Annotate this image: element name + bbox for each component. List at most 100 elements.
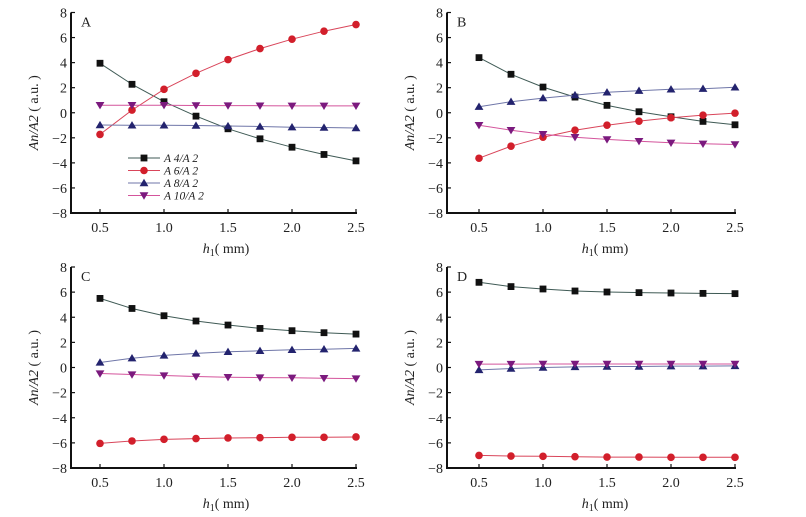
data-point <box>224 321 232 329</box>
x-tick-label: 1.5 <box>598 221 616 236</box>
y-tick-label: −4 <box>52 412 67 427</box>
series-a4-a2 <box>96 59 360 165</box>
y-tick-label: 0 <box>436 107 443 122</box>
x-tick-label: 0.5 <box>91 476 109 491</box>
y-tick-label: −4 <box>428 412 443 427</box>
data-point <box>192 434 200 443</box>
data-point <box>475 278 483 286</box>
x-tick-label: 1.5 <box>219 221 237 236</box>
legend-marker <box>140 154 148 162</box>
data-point <box>288 35 296 43</box>
data-point <box>731 290 739 298</box>
data-point <box>224 434 232 442</box>
data-point <box>506 360 516 369</box>
data-point <box>507 142 515 151</box>
series-a8-a2 <box>95 344 361 366</box>
data-point <box>191 349 201 357</box>
data-point <box>96 130 104 139</box>
data-point <box>191 121 201 129</box>
data-point <box>159 121 169 129</box>
x-tick-label: 1.0 <box>534 476 552 491</box>
data-point <box>223 373 233 382</box>
x-tick-label: 1.5 <box>598 476 616 491</box>
y-tick-label: 8 <box>436 7 443 22</box>
data-point <box>287 122 297 131</box>
data-point <box>351 344 361 352</box>
data-point <box>96 439 104 448</box>
data-point <box>352 433 360 441</box>
y-axis-label: An/A2 ( a.u. ) <box>27 330 42 406</box>
data-point <box>602 88 612 96</box>
legend-entry: A 6/A 2 <box>128 166 198 178</box>
y-tick-label: −2 <box>52 387 67 402</box>
data-point <box>506 97 516 105</box>
panel-d: 8 6 4 2 0 −2 −4 −6 −8 0.5 1.0 1.5 2.0 2.5 h1( mm) An/A2… <box>403 261 744 514</box>
data-point <box>191 102 201 110</box>
y-tick-label: 4 <box>60 57 67 72</box>
data-point <box>634 137 644 146</box>
data-point <box>287 374 297 383</box>
data-point <box>320 151 328 158</box>
data-point <box>127 121 137 129</box>
data-point <box>731 453 739 462</box>
data-point <box>699 117 707 125</box>
data-point <box>667 289 675 297</box>
y-tick-label: 6 <box>60 286 67 301</box>
series-a6-a2 <box>96 433 360 448</box>
data-point <box>667 453 675 462</box>
y-tick-label: 2 <box>60 336 67 351</box>
data-point <box>127 371 137 379</box>
data-point <box>634 360 644 369</box>
y-tick-label: −8 <box>428 207 443 222</box>
x-tick-label: 2.5 <box>347 476 365 491</box>
data-point <box>731 121 739 129</box>
data-point <box>191 373 201 381</box>
data-point <box>602 136 612 144</box>
x-axis-label: h1( mm) <box>582 242 629 259</box>
data-point <box>256 433 264 442</box>
data-point <box>127 102 137 110</box>
data-point <box>223 102 233 110</box>
data-point <box>666 139 676 148</box>
y-tick-label: 4 <box>436 57 443 72</box>
legend: A 4/A 2A 6/A 2A 8/A 2A 10/A 2 <box>128 153 204 203</box>
x-axis-label-main: h <box>582 242 589 257</box>
data-point <box>256 44 264 53</box>
data-point <box>475 451 483 460</box>
data-point <box>474 102 484 110</box>
data-point <box>635 108 643 116</box>
data-point <box>319 374 329 383</box>
legend-label: A 8/A 2 <box>163 178 198 190</box>
data-point <box>571 452 579 461</box>
series-line <box>99 62 357 162</box>
y-tick-label: 0 <box>436 362 443 377</box>
y-axis-label-main: An/A2 <box>403 370 418 406</box>
y-tick-label: 8 <box>60 261 67 276</box>
data-point <box>507 283 515 290</box>
series-a8-a2 <box>474 83 740 110</box>
legend-entry: A 8/A 2 <box>128 178 198 190</box>
data-point <box>602 360 612 369</box>
data-point <box>538 360 548 369</box>
data-point <box>474 365 484 374</box>
y-tick-label: −4 <box>52 157 67 172</box>
y-tick-label: 2 <box>436 336 443 351</box>
series-a8-a2 <box>95 120 361 132</box>
data-point <box>288 433 296 442</box>
data-point <box>160 85 168 94</box>
data-point <box>538 130 548 139</box>
data-point <box>635 289 643 297</box>
legend-marker <box>139 178 149 187</box>
data-point <box>319 344 329 353</box>
data-point <box>539 285 547 293</box>
data-point <box>603 121 611 129</box>
data-point <box>351 123 361 132</box>
y-axis-label: An/A2 ( a.u. ) <box>27 75 42 151</box>
y-axis-label-unit: ( a.u. ) <box>27 330 42 370</box>
data-point <box>635 117 643 125</box>
data-point <box>506 126 516 135</box>
data-point <box>667 113 675 122</box>
series-a10-a2 <box>474 360 740 369</box>
legend-marker <box>139 192 149 200</box>
series-a10-a2 <box>95 102 361 111</box>
